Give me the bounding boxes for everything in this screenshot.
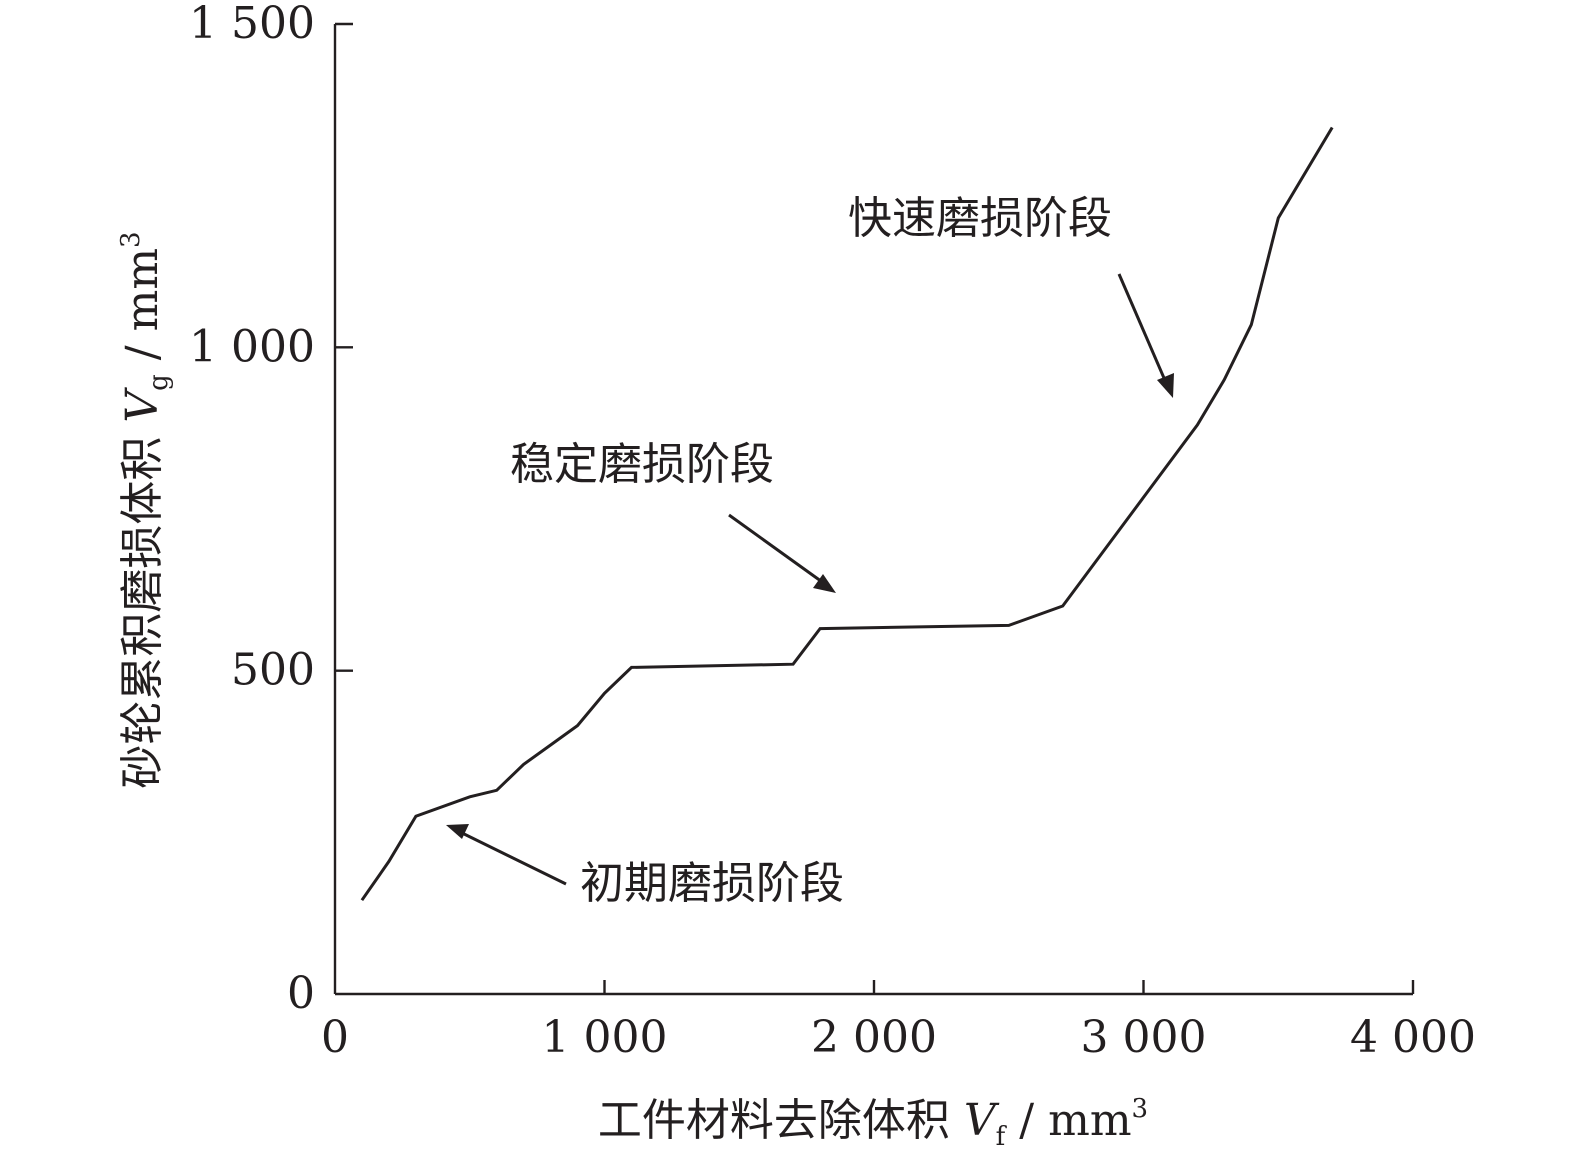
annotation-stable-wear: 稳定磨损阶段 bbox=[510, 439, 836, 593]
x-tick-label: 4 000 bbox=[1350, 1012, 1476, 1063]
x-tick-label: 3 000 bbox=[1081, 1012, 1207, 1063]
annotation-label: 初期磨损阶段 bbox=[580, 858, 844, 909]
arrow-stable-wear bbox=[728, 513, 826, 586]
x-tick-label: 1 000 bbox=[542, 1012, 668, 1063]
series-line bbox=[360, 126, 1334, 902]
arrow-rapid-wear-head bbox=[1157, 373, 1174, 398]
annotation-label: 稳定磨损阶段 bbox=[510, 439, 774, 490]
x-ticks bbox=[603, 980, 1415, 994]
y-axis-label: 砂轮累积磨损体积 Vg / mm3 bbox=[116, 231, 174, 788]
annotation-initial-wear: 初期磨损阶段 bbox=[446, 824, 844, 909]
annotation-label: 快速磨损阶段 bbox=[848, 193, 1112, 244]
annotations: 初期磨损阶段 稳定磨损阶段 快速磨损阶段 bbox=[446, 193, 1174, 909]
x-tick-labels: 0 1 000 2 000 3 000 4 000 bbox=[321, 1012, 1476, 1063]
y-tick-label: 1 500 bbox=[189, 0, 315, 49]
arrow-initial-wear-head bbox=[446, 824, 469, 839]
x-tick-label: 0 bbox=[321, 1012, 349, 1063]
y-tick-label: 1 000 bbox=[189, 321, 315, 372]
annotation-rapid-wear: 快速磨损阶段 bbox=[848, 193, 1174, 398]
y-tick-labels: 0 500 1 000 1 500 bbox=[189, 0, 315, 1019]
y-ticks bbox=[335, 22, 353, 672]
x-axis-label: 工件材料去除体积 Vf / mm3 bbox=[598, 1094, 1148, 1152]
arrow-initial-wear bbox=[457, 829, 567, 886]
y-tick-label: 500 bbox=[231, 645, 315, 696]
arrow-stable-wear-head bbox=[813, 574, 836, 593]
arrow-rapid-wear bbox=[1117, 273, 1169, 386]
y-tick-label: 0 bbox=[287, 968, 315, 1019]
x-tick-label: 2 000 bbox=[811, 1012, 937, 1063]
